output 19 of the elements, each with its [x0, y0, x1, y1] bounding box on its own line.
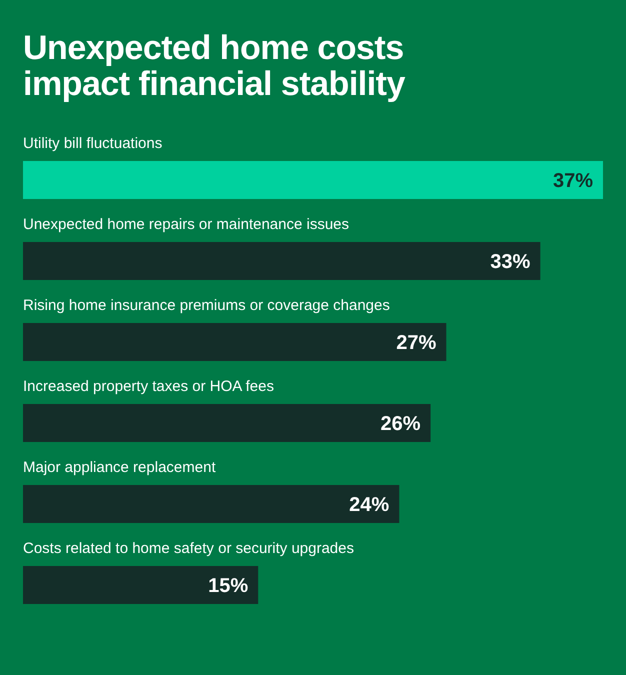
y-tick-label: Major appliance replacement	[23, 459, 216, 476]
bar	[23, 323, 446, 361]
bar	[23, 404, 431, 442]
bar	[23, 161, 603, 199]
bar	[23, 485, 400, 523]
data-label: 27%	[396, 332, 436, 354]
data-label: 15%	[208, 575, 248, 597]
y-tick-label: Rising home insurance premiums or coverage changes	[23, 297, 390, 314]
chart-title: Unexpected home costs impact financial stability	[23, 29, 405, 103]
y-tick-label: Unexpected home repairs or maintenance issues	[23, 216, 350, 233]
bar	[23, 566, 258, 604]
data-label: 26%	[380, 413, 421, 435]
bar	[23, 242, 540, 280]
y-tick-label: Costs related to home safety or security upgrades	[23, 540, 354, 557]
data-label: 37%	[552, 170, 594, 192]
y-tick-label: Utility bill fluctuations	[23, 135, 162, 152]
y-tick-label: Increased property taxes or HOA fees	[23, 378, 274, 395]
data-label: 24%	[349, 494, 390, 516]
data-label: 33%	[490, 251, 531, 273]
